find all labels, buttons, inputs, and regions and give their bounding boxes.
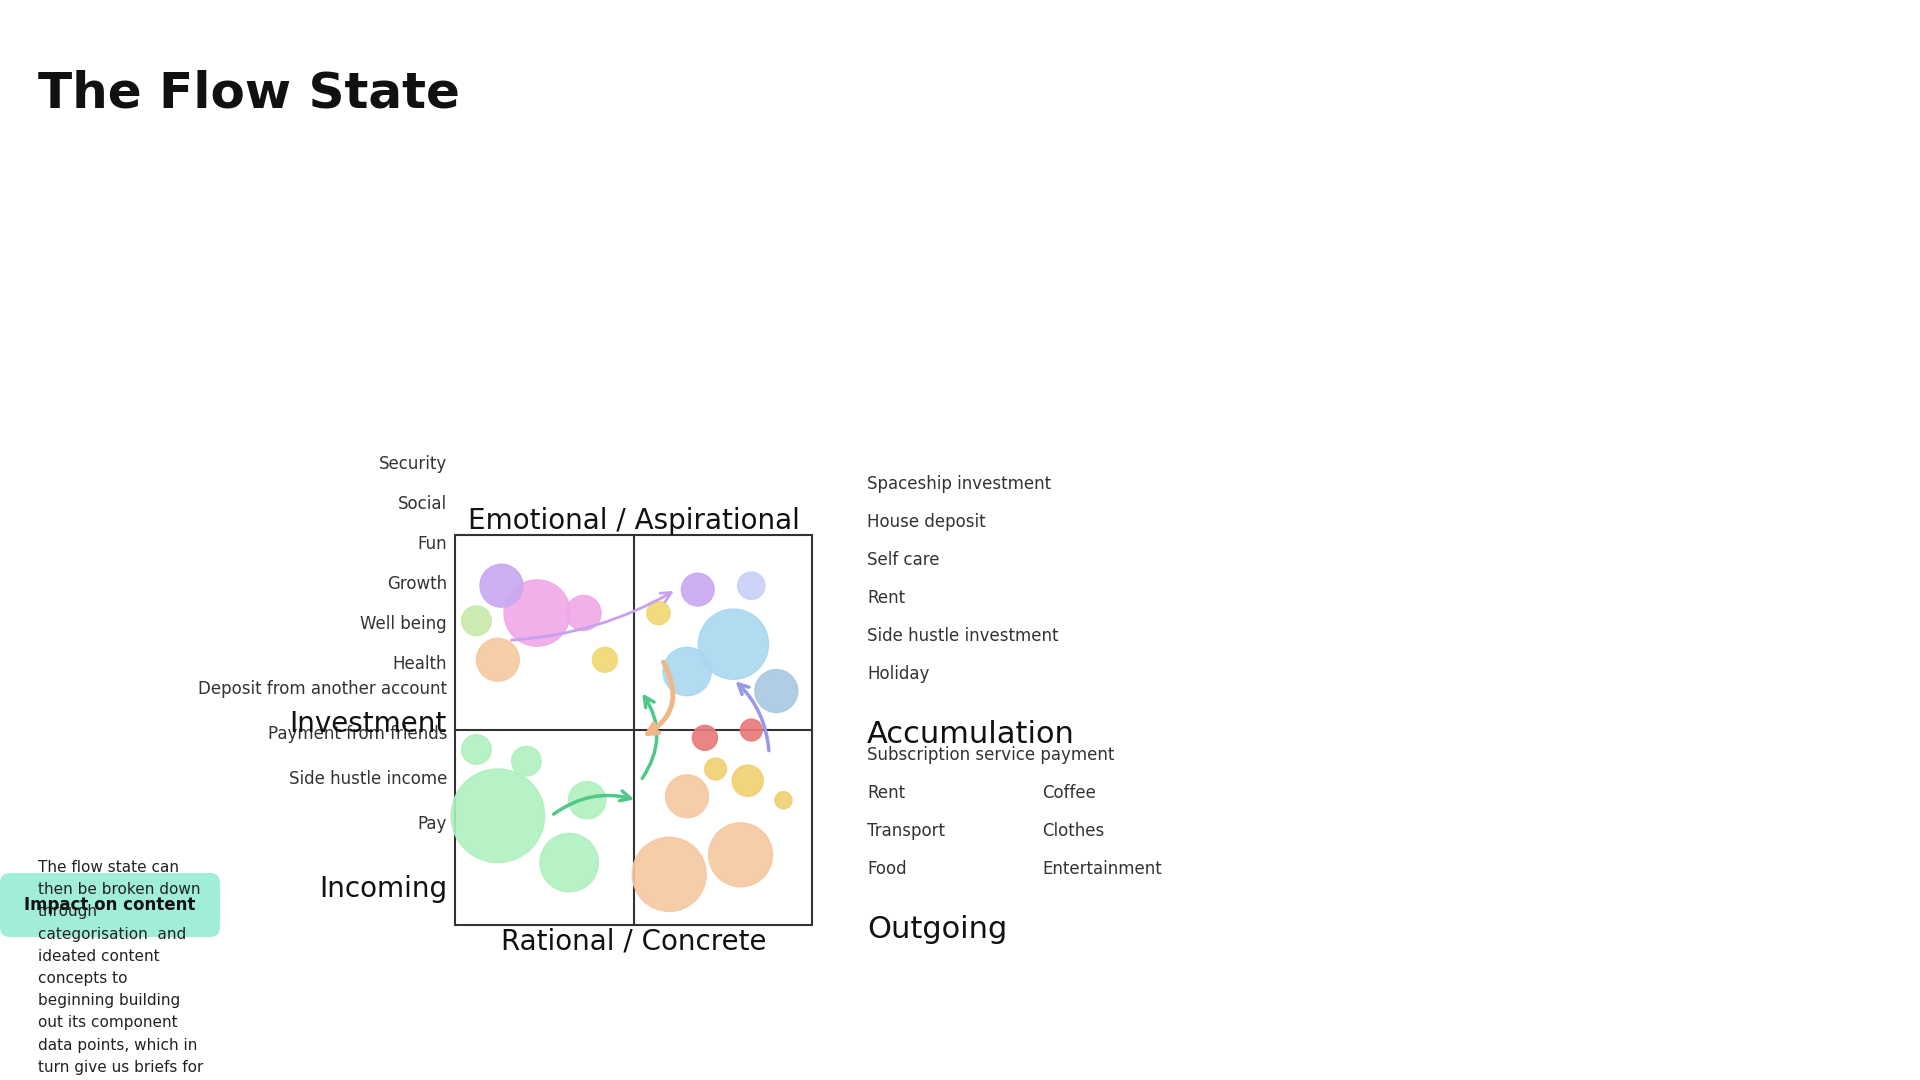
- Circle shape: [461, 734, 492, 765]
- Circle shape: [476, 638, 518, 681]
- Circle shape: [732, 765, 764, 796]
- Text: Health: Health: [392, 654, 447, 673]
- Text: Transport: Transport: [868, 822, 945, 840]
- Text: Spaceship investment: Spaceship investment: [868, 475, 1050, 492]
- Circle shape: [593, 647, 618, 672]
- Circle shape: [755, 670, 797, 713]
- Circle shape: [568, 782, 607, 819]
- Text: House deposit: House deposit: [868, 513, 985, 531]
- Text: Deposit from another account: Deposit from another account: [198, 680, 447, 698]
- Circle shape: [737, 572, 764, 599]
- Text: Coffee: Coffee: [1043, 784, 1096, 802]
- Bar: [455, 535, 812, 924]
- Circle shape: [451, 769, 545, 863]
- Circle shape: [647, 602, 670, 624]
- Text: Well being: Well being: [361, 615, 447, 633]
- Text: Holiday: Holiday: [868, 665, 929, 683]
- Text: Accumulation: Accumulation: [868, 720, 1075, 750]
- Text: Incoming: Incoming: [319, 875, 447, 903]
- FancyArrowPatch shape: [511, 593, 672, 640]
- Text: Pay: Pay: [419, 815, 447, 833]
- Text: Outgoing: Outgoing: [868, 915, 1008, 944]
- Text: Rational / Concrete: Rational / Concrete: [501, 927, 766, 955]
- Circle shape: [480, 564, 522, 607]
- FancyArrowPatch shape: [553, 791, 630, 814]
- Text: Emotional / Aspirational: Emotional / Aspirational: [468, 507, 799, 535]
- Text: Social: Social: [397, 495, 447, 513]
- Text: Investment: Investment: [290, 710, 447, 738]
- Circle shape: [693, 726, 718, 751]
- Circle shape: [461, 606, 492, 636]
- Text: Self care: Self care: [868, 551, 939, 569]
- FancyArrowPatch shape: [739, 684, 768, 751]
- Circle shape: [511, 746, 541, 777]
- Circle shape: [632, 837, 707, 912]
- Text: The Flow State: The Flow State: [38, 70, 461, 118]
- Text: Entertainment: Entertainment: [1043, 860, 1162, 878]
- Text: Clothes: Clothes: [1043, 822, 1104, 840]
- Circle shape: [662, 647, 710, 696]
- Text: Food: Food: [868, 860, 906, 878]
- Circle shape: [682, 573, 714, 606]
- Text: Growth: Growth: [386, 575, 447, 593]
- Text: Security: Security: [378, 455, 447, 473]
- Text: Side hustle investment: Side hustle investment: [868, 627, 1058, 645]
- Circle shape: [540, 834, 599, 892]
- Text: Rent: Rent: [868, 589, 904, 607]
- Circle shape: [699, 609, 768, 679]
- Text: The flow state can
then be broken down
through
categorisation  and
ideated conte: The flow state can then be broken down t…: [38, 860, 204, 1080]
- FancyArrowPatch shape: [641, 697, 657, 779]
- FancyBboxPatch shape: [0, 873, 221, 937]
- Text: Side hustle income: Side hustle income: [288, 770, 447, 788]
- Circle shape: [741, 719, 762, 741]
- Circle shape: [708, 823, 772, 887]
- Text: Impact on content: Impact on content: [25, 896, 196, 914]
- FancyArrowPatch shape: [647, 662, 672, 733]
- Circle shape: [705, 758, 726, 780]
- Text: Fun: Fun: [417, 535, 447, 553]
- Text: Subscription service payment: Subscription service payment: [868, 746, 1114, 764]
- Circle shape: [776, 792, 793, 809]
- Circle shape: [666, 774, 708, 818]
- Circle shape: [566, 595, 601, 631]
- Circle shape: [503, 580, 570, 646]
- Text: Payment from friends: Payment from friends: [267, 725, 447, 743]
- Text: Rent: Rent: [868, 784, 904, 802]
